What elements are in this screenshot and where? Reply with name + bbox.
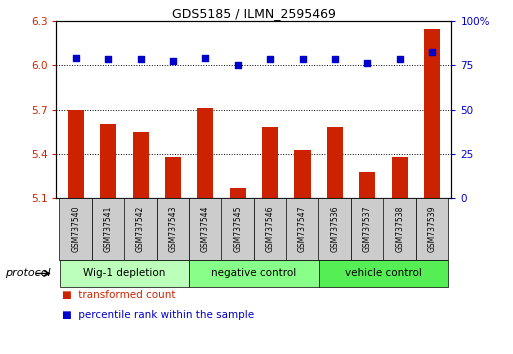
Bar [198,108,213,198]
Text: GSM737540: GSM737540 [71,206,81,252]
Point [396,56,404,62]
Bar [391,157,408,198]
Bar [165,157,181,198]
Text: GSM737538: GSM737538 [395,206,404,252]
Title: GDS5185 / ILMN_2595469: GDS5185 / ILMN_2595469 [172,7,336,20]
Point [331,56,339,62]
Text: Wig-1 depletion: Wig-1 depletion [83,268,166,279]
Text: GSM737536: GSM737536 [330,206,340,252]
Text: GSM737539: GSM737539 [427,206,437,252]
Bar [230,188,246,198]
Text: GSM737544: GSM737544 [201,206,210,252]
Bar [327,127,343,198]
Text: GSM737543: GSM737543 [168,206,177,252]
Bar [424,29,440,198]
Point [169,58,177,64]
Point [299,56,307,62]
Bar [294,149,310,198]
Text: GSM737537: GSM737537 [363,206,372,252]
Point [233,62,242,67]
Point [136,56,145,62]
Bar [100,125,116,198]
Point [428,49,436,55]
Point [201,55,209,60]
Bar [68,110,84,198]
Text: GSM737542: GSM737542 [136,206,145,252]
Point [363,60,371,65]
Text: negative control: negative control [211,268,297,279]
Point [72,55,80,60]
Point [266,56,274,62]
Bar [262,127,278,198]
Text: GSM737547: GSM737547 [298,206,307,252]
Text: ■  transformed count: ■ transformed count [62,290,175,300]
Bar [132,132,149,198]
Text: protocol: protocol [5,268,51,279]
Text: GSM737545: GSM737545 [233,206,242,252]
Text: ■  percentile rank within the sample: ■ percentile rank within the sample [62,310,254,320]
Text: GSM737546: GSM737546 [266,206,274,252]
Point [104,56,112,62]
Text: GSM737541: GSM737541 [104,206,113,252]
Bar [359,172,376,198]
Text: vehicle control: vehicle control [345,268,422,279]
